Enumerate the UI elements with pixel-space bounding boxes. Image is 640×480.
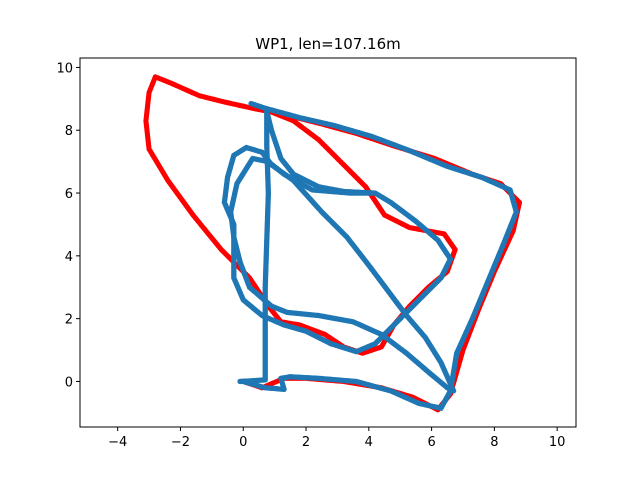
y-tick-label: 0 (65, 375, 73, 390)
y-tick-label: 10 (56, 61, 73, 76)
x-tick-label: 2 (302, 435, 310, 450)
series-1 (221, 100, 520, 411)
x-tick-label: 4 (365, 435, 373, 450)
x-tick-label: −4 (108, 435, 127, 450)
point (369, 190, 375, 196)
y-tick-label: 8 (65, 124, 73, 139)
x-axis: −4 −2 0 2 4 6 8 10 (108, 427, 565, 450)
y-tick-label: 4 (65, 250, 73, 265)
plot-marks (143, 74, 523, 413)
x-tick-label: 10 (549, 435, 566, 450)
x-tick-label: −2 (171, 435, 190, 450)
plot-frame (79, 57, 577, 428)
x-tick-label: 6 (427, 435, 435, 450)
y-tick-label: 6 (65, 187, 73, 202)
x-tick-label: 0 (239, 435, 247, 450)
x-tick-label: 8 (490, 435, 498, 450)
y-axis: 0 2 4 6 8 10 (56, 61, 80, 390)
chart-title: WP1, len=107.16m (255, 35, 401, 53)
y-tick-label: 2 (65, 313, 73, 328)
